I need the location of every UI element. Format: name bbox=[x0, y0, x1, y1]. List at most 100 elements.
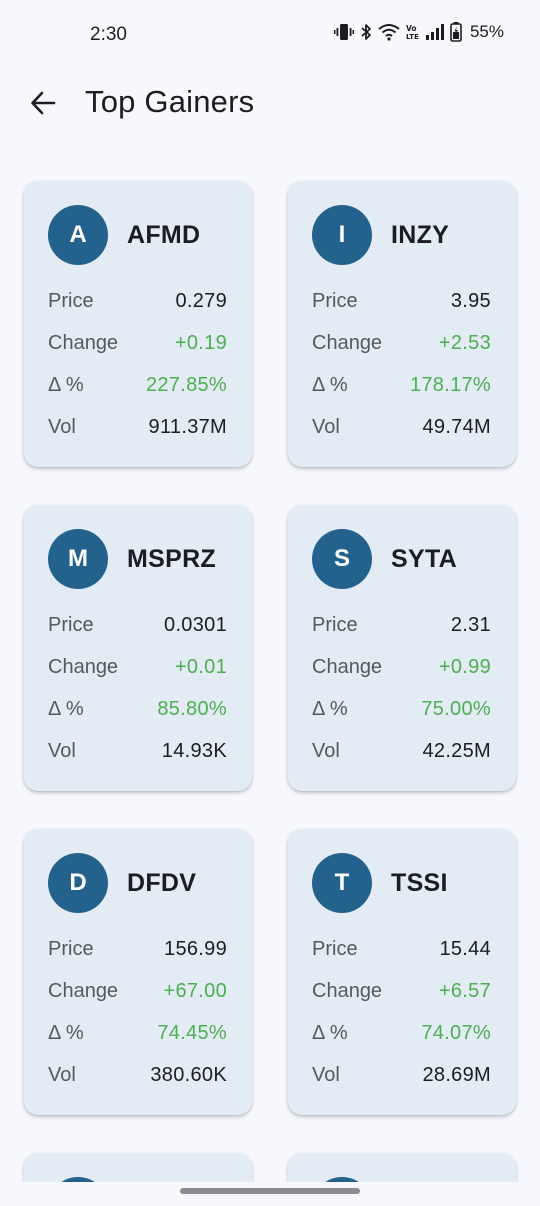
volume-value: 911.37M bbox=[148, 415, 227, 438]
volume-row: Vol 42.25M bbox=[312, 738, 491, 764]
change-row: Change +0.01 bbox=[48, 654, 227, 680]
percent-value: 74.07% bbox=[421, 1021, 491, 1044]
svg-text:Vo: Vo bbox=[406, 24, 417, 33]
percent-value: 227.85% bbox=[145, 373, 227, 396]
price-row: Price 3.95 bbox=[312, 288, 491, 314]
stock-symbol: AFMD bbox=[127, 221, 201, 249]
change-row: Change +67.00 bbox=[48, 978, 227, 1004]
stock-card-msprz[interactable]: M MSPRZ Price 0.0301 Change +0.01 Δ % 85… bbox=[24, 505, 252, 791]
stock-symbol: MSPRZ bbox=[127, 545, 216, 573]
percent-label: Δ % bbox=[312, 1021, 348, 1044]
status-icons: Vo LTE 55% bbox=[333, 22, 504, 42]
volte-icon: Vo LTE bbox=[406, 23, 420, 41]
percent-value: 75.00% bbox=[421, 697, 491, 720]
stock-symbol: INZY bbox=[391, 221, 450, 249]
change-row: Change +2.53 bbox=[312, 330, 491, 356]
price-label: Price bbox=[312, 937, 358, 960]
change-value: +6.57 bbox=[438, 979, 491, 1002]
stock-avatar: T bbox=[312, 853, 372, 913]
volume-label: Vol bbox=[48, 739, 76, 762]
status-time: 2:30 bbox=[90, 24, 127, 45]
stock-card-dfdv[interactable]: D DFDV Price 156.99 Change +67.00 Δ % 74… bbox=[24, 829, 252, 1115]
change-value: +2.53 bbox=[438, 331, 491, 354]
battery-icon bbox=[450, 22, 462, 42]
change-label: Change bbox=[312, 979, 383, 1002]
bluetooth-icon bbox=[360, 23, 372, 41]
volume-label: Vol bbox=[312, 1063, 340, 1086]
change-label: Change bbox=[312, 331, 383, 354]
price-value: 156.99 bbox=[164, 937, 227, 960]
percent-row: Δ % 74.45% bbox=[48, 1020, 227, 1046]
percent-row: Δ % 85.80% bbox=[48, 696, 227, 722]
change-label: Change bbox=[312, 655, 383, 678]
volume-row: Vol 380.60K bbox=[48, 1062, 227, 1088]
stock-avatar: M bbox=[48, 529, 108, 589]
change-row: Change +0.19 bbox=[48, 330, 227, 356]
percent-label: Δ % bbox=[48, 697, 84, 720]
volume-row: Vol 911.37M bbox=[48, 414, 227, 440]
stock-avatar: I bbox=[312, 205, 372, 265]
change-value: +67.00 bbox=[163, 979, 227, 1002]
vibrate-icon bbox=[333, 23, 354, 41]
change-value: +0.19 bbox=[174, 331, 227, 354]
stock-card-syta[interactable]: S SYTA Price 2.31 Change +0.99 Δ % 75.00… bbox=[288, 505, 516, 791]
volume-value: 49.74M bbox=[422, 415, 491, 438]
price-row: Price 156.99 bbox=[48, 936, 227, 962]
volume-label: Vol bbox=[48, 1063, 76, 1086]
volume-row: Vol 28.69M bbox=[312, 1062, 491, 1088]
back-button[interactable] bbox=[22, 82, 64, 124]
percent-row: Δ % 75.00% bbox=[312, 696, 491, 722]
stock-avatar: S bbox=[312, 529, 372, 589]
change-value: +0.99 bbox=[438, 655, 491, 678]
stock-card-inzy[interactable]: I INZY Price 3.95 Change +2.53 Δ % 178.1… bbox=[288, 181, 516, 467]
price-row: Price 0.279 bbox=[48, 288, 227, 314]
price-label: Price bbox=[48, 613, 94, 636]
percent-label: Δ % bbox=[312, 697, 348, 720]
stock-avatar bbox=[312, 1177, 372, 1182]
percent-label: Δ % bbox=[48, 373, 84, 396]
app-bar: Top Gainers bbox=[0, 70, 540, 136]
volume-label: Vol bbox=[312, 739, 340, 762]
volume-label: Vol bbox=[48, 415, 76, 438]
price-label: Price bbox=[48, 937, 94, 960]
price-value: 2.31 bbox=[450, 613, 491, 636]
change-row: Change +6.57 bbox=[312, 978, 491, 1004]
change-label: Change bbox=[48, 655, 119, 678]
volume-value: 14.93K bbox=[161, 739, 227, 762]
stock-symbol: SYTA bbox=[391, 545, 458, 573]
price-label: Price bbox=[312, 289, 358, 312]
volume-value: 28.69M bbox=[422, 1063, 491, 1086]
volume-value: 380.60K bbox=[150, 1063, 227, 1086]
page-title: Top Gainers bbox=[85, 84, 255, 119]
percent-label: Δ % bbox=[312, 373, 348, 396]
status-bar: 2:30 Vo bbox=[0, 0, 540, 70]
stock-card-partial[interactable] bbox=[24, 1153, 252, 1182]
change-row: Change +0.99 bbox=[312, 654, 491, 680]
stock-card-afmd[interactable]: A AFMD Price 0.279 Change +0.19 Δ % 227.… bbox=[24, 181, 252, 467]
arrow-back-icon bbox=[31, 91, 56, 115]
wifi-icon bbox=[378, 23, 400, 41]
change-value: +0.01 bbox=[174, 655, 227, 678]
price-value: 0.0301 bbox=[164, 613, 227, 636]
stock-avatar bbox=[48, 1177, 108, 1182]
volume-label: Vol bbox=[312, 415, 340, 438]
change-label: Change bbox=[48, 331, 119, 354]
stock-card-tssi[interactable]: T TSSI Price 15.44 Change +6.57 Δ % 74.0… bbox=[288, 829, 516, 1115]
stock-symbol: DFDV bbox=[127, 869, 197, 897]
price-value: 3.95 bbox=[450, 289, 491, 312]
stock-avatar: A bbox=[48, 205, 108, 265]
volume-row: Vol 49.74M bbox=[312, 414, 491, 440]
volume-value: 42.25M bbox=[422, 739, 491, 762]
signal-icon bbox=[425, 24, 444, 40]
percent-row: Δ % 74.07% bbox=[312, 1020, 491, 1046]
percent-value: 85.80% bbox=[157, 697, 227, 720]
home-indicator[interactable] bbox=[180, 1188, 360, 1194]
stock-card-partial[interactable] bbox=[288, 1153, 516, 1182]
percent-label: Δ % bbox=[48, 1021, 84, 1044]
percent-value: 178.17% bbox=[409, 373, 491, 396]
price-label: Price bbox=[48, 289, 94, 312]
price-value: 0.279 bbox=[175, 289, 227, 312]
price-row: Price 0.0301 bbox=[48, 612, 227, 638]
svg-text:LTE: LTE bbox=[406, 33, 419, 41]
